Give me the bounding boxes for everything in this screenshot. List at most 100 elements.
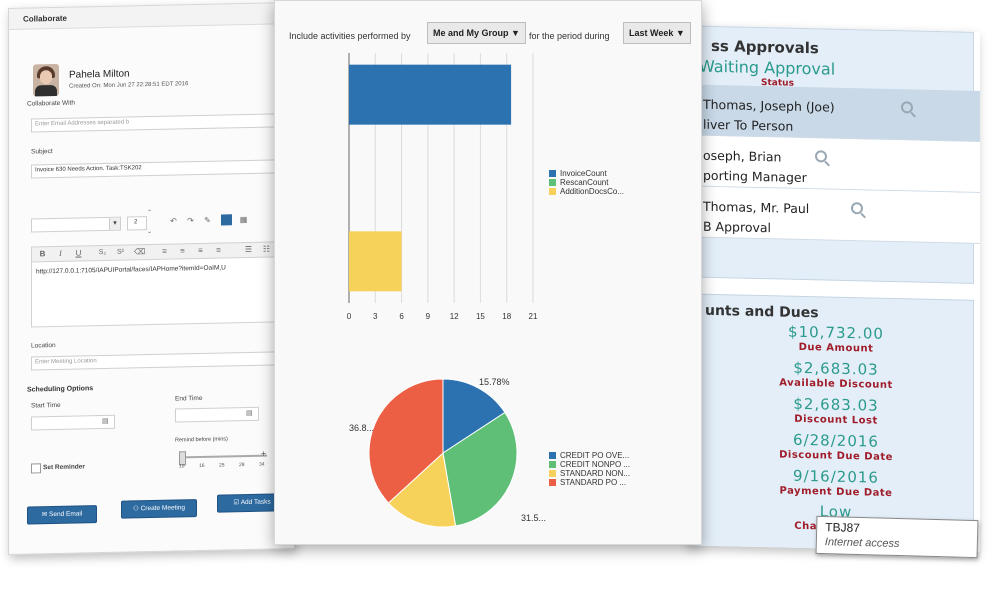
- pie-slice-standard-po[interactable]: [368, 378, 444, 504]
- redo-icon[interactable]: ↷: [187, 216, 194, 226]
- chevron-down-icon: ▼: [675, 28, 685, 38]
- approvals-title: ss Approvals: [711, 36, 819, 58]
- bar-x-tick-label: 15: [475, 312, 485, 321]
- subject-input[interactable]: Invoice 630 Needs Action. Task:TSK202: [31, 159, 288, 179]
- source-view-icon[interactable]: [221, 214, 232, 226]
- location-label: Location: [31, 342, 56, 350]
- tooltip-title: TBJ87: [825, 520, 861, 536]
- underline-icon[interactable]: U: [75, 248, 82, 258]
- stepper-up-icon[interactable]: ⌃: [147, 209, 153, 217]
- legend-item[interactable]: CREDIT PO OVE...: [549, 451, 630, 460]
- bar-x-tick-label: 21: [528, 312, 538, 321]
- message-editor[interactable]: http://127.0.0.1:7105/IAPUIPortal/faces/…: [31, 256, 288, 328]
- search-icon[interactable]: [815, 150, 827, 163]
- font-size-select[interactable]: 2: [127, 216, 147, 231]
- bar-x-tick-label: 9: [425, 312, 431, 321]
- legend-item[interactable]: RescanCount: [549, 178, 624, 187]
- amounts-dues-card: unts and Dues $10,732.00 Due Amount $2,6…: [690, 293, 974, 552]
- envelope-icon: ✉: [41, 511, 49, 519]
- table-icon[interactable]: ▦: [239, 214, 248, 225]
- approval-row[interactable]: Thomas, Joseph (Joe) liver To Person: [691, 84, 980, 143]
- amounts-title: unts and Dues: [705, 302, 819, 322]
- numbered-list-icon[interactable]: ☷: [262, 244, 271, 254]
- search-icon[interactable]: [851, 202, 863, 215]
- group-dropdown[interactable]: Me and My Group ▼: [427, 22, 526, 44]
- approval-row[interactable]: oseph, Brian porting Manager: [691, 135, 980, 194]
- pie-legend: CREDIT PO OVE... CREDIT NONPO ... STANDA…: [549, 451, 630, 487]
- bar-legend: InvoiceCount RescanCount AdditionDocsCo.…: [549, 169, 624, 196]
- collaborate-header: Collaborate: [9, 3, 294, 30]
- approval-row[interactable]: Thomas, Mr. Paul B Approval: [691, 186, 980, 245]
- legend-item[interactable]: AdditionDocsCo...: [549, 187, 624, 196]
- chevron-down-icon: ▼: [109, 217, 120, 230]
- slider-plus-icon[interactable]: +: [261, 448, 267, 459]
- activity-bar-chart: [348, 53, 534, 303]
- bold-icon[interactable]: B: [39, 249, 46, 259]
- end-time-input[interactable]: ▤: [175, 406, 259, 423]
- set-reminder-label: Set Reminder: [43, 463, 85, 472]
- pencil-icon[interactable]: ✎: [204, 215, 211, 225]
- user-name: Pahela Milton: [69, 68, 130, 81]
- approval-status-value: Waiting Approval: [699, 56, 836, 79]
- pie-label: 36.8...: [349, 423, 375, 433]
- calendar-icon[interactable]: ▤: [102, 417, 109, 426]
- legend-item[interactable]: InvoiceCount: [549, 169, 624, 178]
- pie-slice-standard-non[interactable]: [387, 452, 457, 528]
- start-time-label: Start Time: [31, 401, 61, 410]
- slider-ticks: 10 16 25 28 34: [179, 461, 265, 470]
- italic-icon[interactable]: I: [59, 248, 62, 258]
- send-email-button[interactable]: ✉ Send Email: [27, 505, 97, 525]
- undo-icon[interactable]: ↶: [170, 216, 177, 226]
- period-label: for the period during: [529, 31, 610, 41]
- chevron-down-icon: ▼: [511, 28, 520, 38]
- font-family-select[interactable]: ▼: [31, 216, 121, 233]
- end-time-label: End Time: [175, 394, 203, 403]
- tooltip: TBJ87 Internet access: [815, 515, 979, 559]
- pie-slice-credit-po-ove[interactable]: [442, 378, 506, 454]
- people-icon: ⚇: [132, 505, 141, 513]
- bar-x-tick-label: 18: [502, 312, 512, 321]
- invoice-type-pie-chart: [368, 378, 518, 528]
- strikethrough-icon[interactable]: S₂: [98, 248, 107, 257]
- legend-item[interactable]: STANDARD NON...: [549, 469, 630, 478]
- bar-x-tick-label: 12: [449, 312, 459, 321]
- eraser-icon[interactable]: ⌫: [134, 247, 146, 257]
- create-meeting-button[interactable]: ⚇ Create Meeting: [121, 499, 197, 519]
- set-reminder-checkbox[interactable]: [31, 463, 41, 474]
- scheduling-options-label: Scheduling Options: [27, 385, 94, 394]
- bullet-list-icon[interactable]: ☰: [244, 244, 253, 255]
- activity-charts-panel: Include activities performed by Me and M…: [274, 0, 702, 545]
- align-right-icon[interactable]: ≡: [198, 245, 203, 256]
- tooltip-text: Internet access: [824, 536, 900, 551]
- legend-item[interactable]: STANDARD PO ...: [549, 478, 630, 487]
- created-on-text: Created On: Mon Jun 27 22:28:51 EDT 2016: [69, 81, 189, 90]
- start-time-input[interactable]: ▤: [31, 414, 115, 431]
- subject-label: Subject: [31, 148, 53, 156]
- bar-x-tick-label: 3: [373, 312, 378, 321]
- superscript-icon[interactable]: S²: [117, 248, 124, 256]
- bar-additiondocsco[interactable]: [349, 231, 402, 292]
- pie-label: 15.78%: [479, 377, 510, 387]
- align-left-icon[interactable]: ≡: [162, 246, 167, 256]
- legend-item[interactable]: CREDIT NONPO ...: [549, 460, 630, 469]
- pie-slice-credit-nonpo[interactable]: [442, 411, 518, 527]
- location-input[interactable]: Enter Meeting Location: [31, 351, 288, 371]
- bar-invoicecount[interactable]: [349, 64, 512, 125]
- period-dropdown[interactable]: Last Week ▼: [623, 22, 691, 44]
- bar-x-tick-label: 6: [399, 312, 404, 321]
- collaborate-with-input[interactable]: Enter Email Addresses separated b: [31, 113, 288, 133]
- search-icon[interactable]: [901, 101, 913, 114]
- collaborate-title: Collaborate: [23, 13, 68, 24]
- pie-label: 31.5...: [521, 513, 547, 523]
- remind-slider-track[interactable]: [181, 454, 267, 459]
- align-center-icon[interactable]: ≡: [180, 246, 185, 256]
- remind-before-label: Remind before (mins): [175, 436, 228, 444]
- align-justify-icon[interactable]: ≡: [216, 245, 221, 255]
- avatar: [33, 63, 59, 97]
- process-approvals-card: ss Approvals Waiting Approval Status Tho…: [690, 25, 980, 284]
- include-activities-label: Include activities performed by: [289, 31, 411, 41]
- stepper-down-icon[interactable]: ⌄: [147, 228, 153, 236]
- calendar-icon[interactable]: ▤: [246, 409, 253, 418]
- bar-x-tick-label: 0: [346, 312, 352, 321]
- collaborate-panel: Collaborate Pahela Milton Created On: Mo…: [8, 1, 295, 555]
